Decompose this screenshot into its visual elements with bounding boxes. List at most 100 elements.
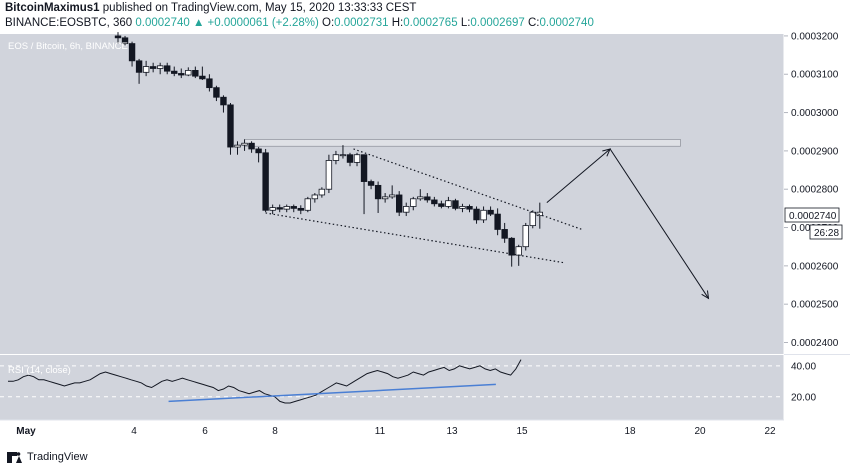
candle-down xyxy=(262,148,269,213)
price-tick-label: 0.0002500 xyxy=(791,300,839,311)
resistance-zone xyxy=(244,138,681,147)
candle-down xyxy=(438,200,445,209)
candle-down xyxy=(374,181,382,213)
candle-down xyxy=(149,62,157,73)
candle-up xyxy=(185,67,192,77)
resistance-zone-layer xyxy=(244,138,681,147)
time-tick-label: 15 xyxy=(516,426,528,437)
price-change: ▲ +0.0000061 (+2.28%) xyxy=(192,17,319,29)
time-tick-label: 8 xyxy=(272,426,278,437)
candle-up xyxy=(325,154,333,194)
candle-down xyxy=(121,35,129,46)
price-tick-label: 0.0002800 xyxy=(791,185,839,196)
rsi-tick-label: 20.00 xyxy=(791,392,816,403)
time-tick-label: 13 xyxy=(446,426,458,437)
price-tick-label: 0.0002900 xyxy=(791,146,839,157)
wedge-upper-trendline xyxy=(353,148,583,231)
candle-down xyxy=(360,154,368,215)
candle-down xyxy=(395,191,403,217)
author-name[interactable]: BitcoinMaximus1 xyxy=(5,2,100,14)
publish-text: published on TradingView.com, May 15, 20… xyxy=(102,2,417,14)
time-axis-background xyxy=(0,420,850,446)
close-value: 0.0002740 xyxy=(539,17,594,29)
price-tick-label: 0.0003100 xyxy=(791,70,839,81)
candle-up xyxy=(318,187,326,198)
candles xyxy=(114,32,543,267)
candle-down xyxy=(452,198,459,211)
rsi-divergence-line xyxy=(168,383,496,403)
time-tick-label: 4 xyxy=(131,426,137,437)
candle-up xyxy=(332,150,340,165)
price-tick-label: 0.0002400 xyxy=(791,338,839,349)
candle-down xyxy=(501,222,508,243)
symbol-label: BINANCE:EOSBTC, 360 xyxy=(5,17,133,29)
high-value: 0.0002765 xyxy=(403,17,458,29)
time-tick-label: May xyxy=(16,426,36,437)
candle-up xyxy=(536,202,543,229)
candle-down xyxy=(227,102,234,155)
candle-up xyxy=(156,62,164,75)
open-value: 0.0002731 xyxy=(334,17,389,29)
candle-up xyxy=(522,222,529,251)
chart[interactable]: 0.0003200 0.0003100 0.0003000 0.0002900 0.00… xyxy=(0,0,850,446)
projection-arrowhead-down xyxy=(701,290,710,300)
candle-up xyxy=(304,196,312,213)
candle-down xyxy=(255,147,262,163)
candle-up xyxy=(529,210,536,229)
countdown-tag xyxy=(809,224,843,240)
tradingview-brand[interactable]: TradingView xyxy=(27,451,88,463)
time-ticks: May 4 6 8 11 13 15 18 20 22 xyxy=(16,426,776,437)
candle-up xyxy=(388,185,396,199)
price-tick-label: 0.0003000 xyxy=(791,108,839,119)
low-value: 0.0002697 xyxy=(470,17,525,29)
candle-up xyxy=(339,145,347,159)
candle-down xyxy=(248,141,255,153)
candle-down xyxy=(206,74,213,92)
candle-down xyxy=(276,204,283,213)
candle-down xyxy=(192,66,199,79)
candle-up xyxy=(410,196,417,211)
candle-up xyxy=(445,196,452,209)
candle-down xyxy=(297,205,304,215)
candle-down xyxy=(164,62,171,75)
candle-down xyxy=(473,206,480,224)
candle-down xyxy=(128,41,136,67)
candle-down xyxy=(487,206,494,217)
candle-up xyxy=(142,60,150,77)
rsi-label: RSI (14, close) xyxy=(8,365,71,376)
candle-down xyxy=(213,85,220,102)
price-tick-label: 0.0002600 xyxy=(791,261,839,272)
close-label: C: xyxy=(527,17,540,29)
chart-background xyxy=(0,34,784,420)
rsi-tick-label: 40.00 xyxy=(791,361,816,372)
candle-up xyxy=(311,193,319,203)
rsi-pane: 40.00 20.00 xyxy=(0,359,816,404)
time-tick-label: 20 xyxy=(694,426,706,437)
header: BitcoinMaximus1 published on TradingView… xyxy=(0,0,850,34)
candle-up xyxy=(480,206,487,223)
symbol-info: BINANCE:EOSBTC, 360 0.0002740 ▲ +0.00000… xyxy=(5,17,594,29)
time-tick-label: 18 xyxy=(624,426,636,437)
candle-down xyxy=(367,179,375,190)
candle-down xyxy=(494,208,501,236)
candle-down xyxy=(424,193,431,203)
candle-down xyxy=(508,237,515,267)
candle-down xyxy=(431,196,438,207)
candle-up xyxy=(381,193,389,203)
wedge-lower-trendline xyxy=(265,212,565,264)
publish-info: BitcoinMaximus1 published on TradingView… xyxy=(5,2,416,14)
candle-up xyxy=(241,139,248,151)
candle-up xyxy=(403,202,410,217)
chart-title: EOS / Bitcoin, 6h, BINANCE xyxy=(8,41,128,52)
candle-up xyxy=(283,204,290,213)
price-ticks: 0.0003200 0.0003100 0.0003000 0.0002900 0.00… xyxy=(784,31,839,349)
time-tick-label: 11 xyxy=(375,426,386,437)
open-label: O: xyxy=(322,17,335,29)
candle-down xyxy=(346,152,354,167)
countdown-label: 26:28 xyxy=(814,228,839,239)
current-price-label: 0.0002740 xyxy=(789,211,837,222)
drawings xyxy=(265,148,710,300)
candle-up xyxy=(269,204,276,215)
candle-up xyxy=(234,141,241,155)
candle-up xyxy=(353,152,361,167)
